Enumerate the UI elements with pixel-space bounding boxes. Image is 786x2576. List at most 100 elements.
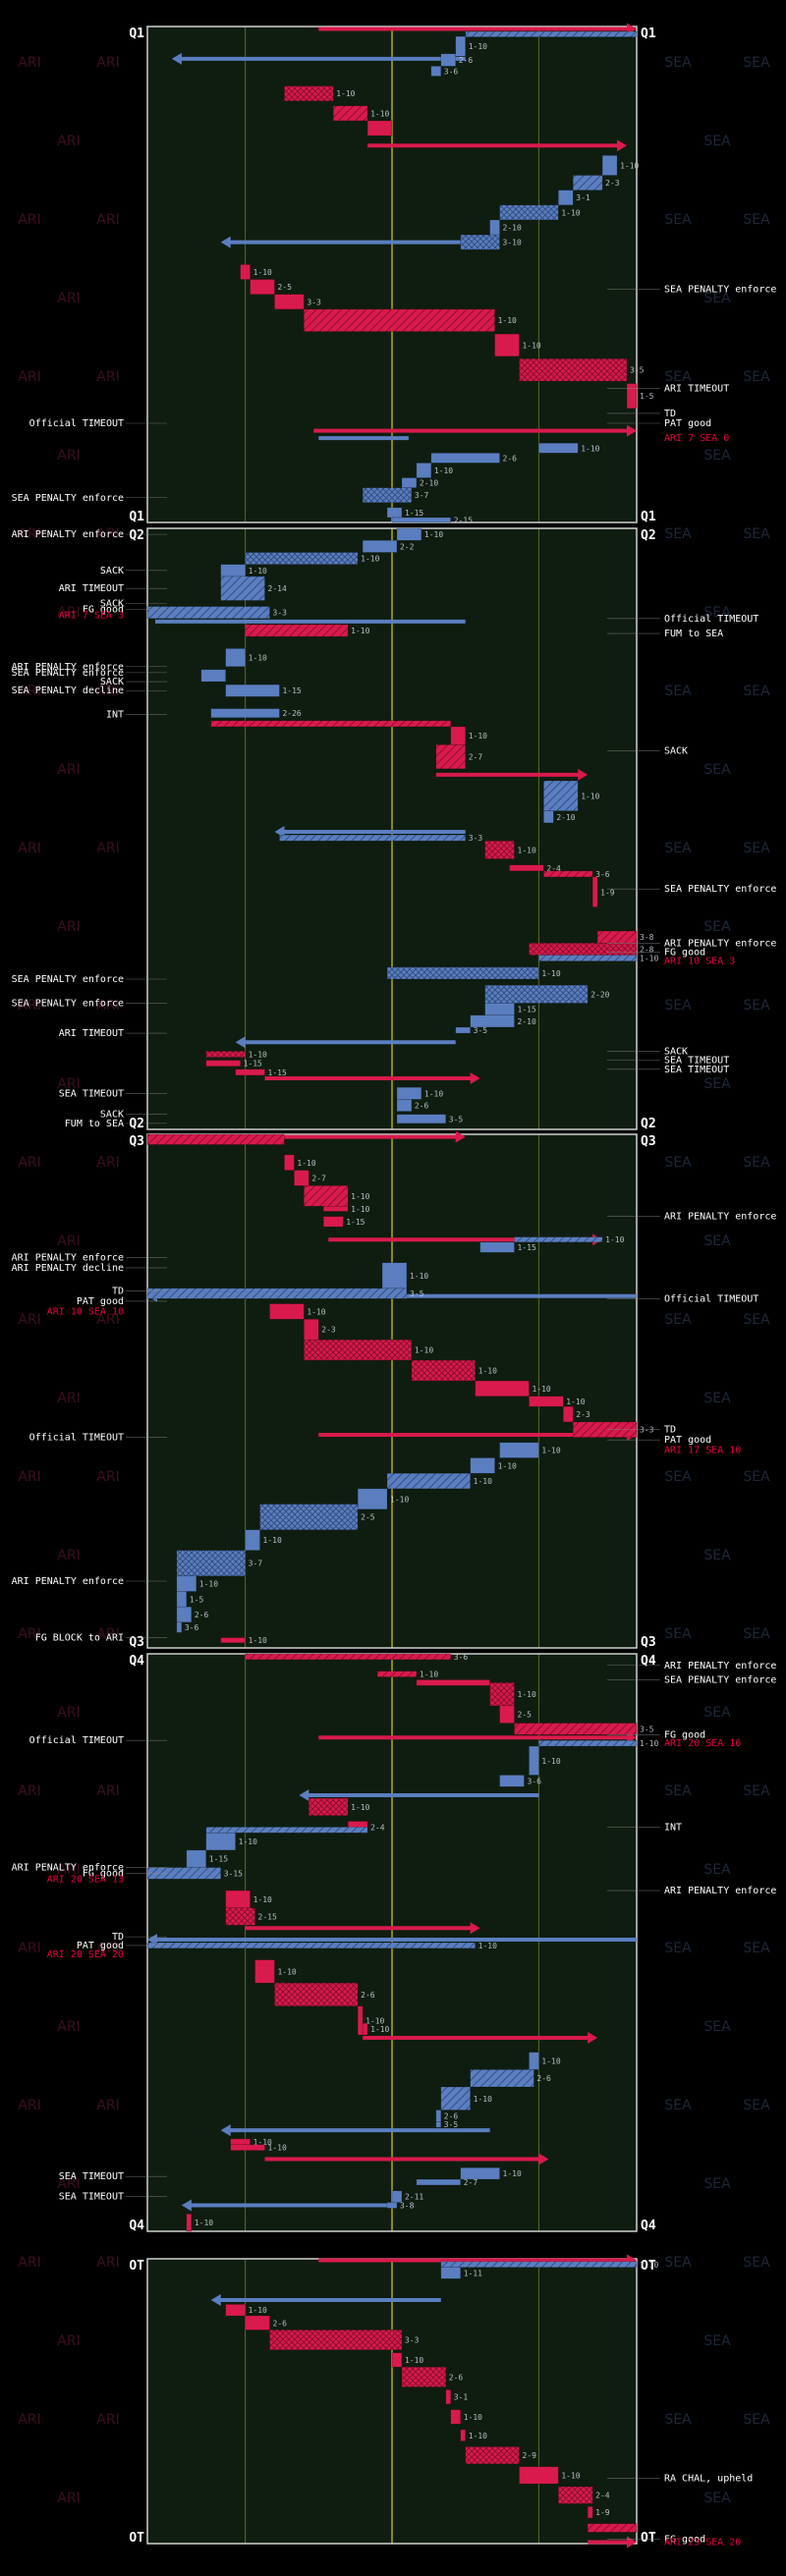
- down-distance-label: 1-10: [420, 1671, 438, 1679]
- play-block: [176, 1591, 188, 1608]
- watermark-layer: ARI ARI SEA SEA ARI SEA ARI ARI SEA SEA ARI SEA ARI A…: [18, 55, 770, 2506]
- play-block: [435, 2121, 442, 2128]
- event-label: ARI PENALTY enforce: [664, 1886, 776, 1896]
- event-label: ARI TIMEOUT: [59, 1028, 124, 1039]
- play-block: [362, 2023, 368, 2036]
- play-block: [146, 1133, 285, 1145]
- team-watermark: ARI: [18, 1941, 40, 1956]
- down-distance-label: 1-10: [518, 846, 536, 854]
- play-block: [573, 175, 603, 191]
- team-watermark: ARI: [57, 1076, 80, 1092]
- play-block: [200, 669, 226, 683]
- down-distance-label: 1-10: [249, 567, 267, 575]
- team-watermark: ARI: [57, 291, 80, 306]
- down-distance-label: 1-10: [478, 1942, 497, 1950]
- drive-arrowhead: [538, 2153, 549, 2165]
- play-block: [386, 966, 539, 980]
- play-block: [509, 864, 544, 872]
- team-watermark: SEA: [703, 1391, 731, 1406]
- play-block: [220, 575, 265, 601]
- event-label: ARI PENALTY enforce: [12, 1253, 124, 1264]
- team-watermark: ARI: [57, 2333, 80, 2349]
- team-watermark: ARI: [57, 1233, 80, 1249]
- team-watermark: SEA: [664, 1626, 692, 1642]
- team-watermark: ARI: [57, 2176, 80, 2192]
- play-block: [538, 955, 638, 961]
- event-label: FUM to SEA: [65, 1119, 124, 1129]
- down-distance-label: 2-4: [370, 1823, 385, 1832]
- down-distance-label: 1-10: [253, 2138, 272, 2147]
- down-distance-label: 2-5: [277, 283, 292, 292]
- play-block: [494, 333, 520, 357]
- play-block: [484, 840, 515, 859]
- quarter-label: Q4: [129, 2219, 144, 2233]
- play-block: [254, 1959, 275, 1984]
- down-distance-label: 2-9: [522, 2451, 536, 2460]
- down-distance-label: 2-7: [464, 2178, 478, 2187]
- quarter-label: Q2: [129, 528, 144, 543]
- down-distance-label: 1-10: [434, 466, 453, 475]
- event-label: FUM to SEA: [664, 629, 723, 639]
- event-label: ARI PENALTY enforce: [12, 1576, 124, 1587]
- event-label: SEA PENALTY enforce: [664, 884, 776, 895]
- drive-arrowhead: [470, 1922, 480, 1935]
- drive-arrowhead: [235, 1036, 246, 1049]
- quarter-label: Q3: [129, 1134, 144, 1149]
- play-block: [245, 624, 349, 637]
- quarter-label: Q4: [129, 1654, 144, 1669]
- team-watermark: ARI: [57, 919, 80, 935]
- team-watermark: SEA: [664, 212, 692, 228]
- team-watermark: SEA: [664, 998, 692, 1014]
- event-label: INT: [664, 1822, 682, 1833]
- play-block: [435, 744, 466, 770]
- play-block: [304, 1185, 349, 1207]
- team-watermark: ARI: [57, 2491, 80, 2506]
- team-watermark: ARI: [96, 684, 119, 699]
- play-block: [362, 487, 413, 504]
- down-distance-label: 2-15: [258, 1913, 277, 1922]
- down-distance-label: 2-10: [503, 224, 522, 233]
- team-watermark: ARI: [18, 2098, 40, 2113]
- play-block: [455, 1026, 471, 1034]
- down-distance-label: 1-10: [640, 2261, 658, 2270]
- team-watermark: SEA: [703, 2491, 731, 2506]
- event-label: SEA PENALTY decline: [12, 685, 124, 696]
- score-label: ARI 20 SEA 13: [47, 1874, 124, 1885]
- play-block: [205, 1827, 368, 1834]
- team-watermark: SEA: [743, 1469, 770, 1485]
- team-watermark: ARI: [96, 1626, 119, 1642]
- play-block: [146, 1288, 408, 1299]
- team-watermark: ARI: [57, 1705, 80, 1721]
- quarter-label: Q2: [641, 1117, 656, 1131]
- play-block: [391, 517, 452, 523]
- play-block: [225, 1907, 255, 1926]
- play-block: [430, 66, 442, 77]
- event-label: ARI PENALTY enforce: [664, 938, 776, 949]
- play-block: [514, 1723, 638, 1735]
- quarter-label: OT: [129, 2531, 144, 2546]
- quarter-label: OT: [641, 2531, 656, 2546]
- event-label: TD: [112, 1932, 124, 1943]
- event-label: FG BLOCK to ARI: [35, 1633, 124, 1644]
- down-distance-label: 1-10: [605, 1235, 624, 1244]
- score-label: ARI 10 SEA 10: [47, 1306, 124, 1317]
- quarter-label: Q4: [641, 1654, 656, 1669]
- play-block: [225, 2304, 246, 2317]
- down-distance-label: 3-6: [527, 1777, 541, 1785]
- drive-arrowhead: [171, 52, 182, 65]
- team-watermark: SEA: [703, 291, 731, 306]
- play-block: [470, 1457, 495, 1474]
- play-block: [460, 2429, 466, 2441]
- team-watermark: SEA: [664, 2255, 692, 2271]
- event-label: SACK: [664, 1046, 688, 1057]
- down-distance-label: 1-10: [541, 1447, 560, 1455]
- play-block: [210, 720, 452, 728]
- down-distance-label: 1-15: [518, 1006, 536, 1014]
- team-watermark: ARI: [96, 369, 119, 385]
- play-block: [470, 2069, 534, 2088]
- down-distance-label: 1-10: [249, 654, 267, 663]
- down-distance-label: 1-10: [498, 1461, 517, 1470]
- play-block: [304, 1339, 413, 1361]
